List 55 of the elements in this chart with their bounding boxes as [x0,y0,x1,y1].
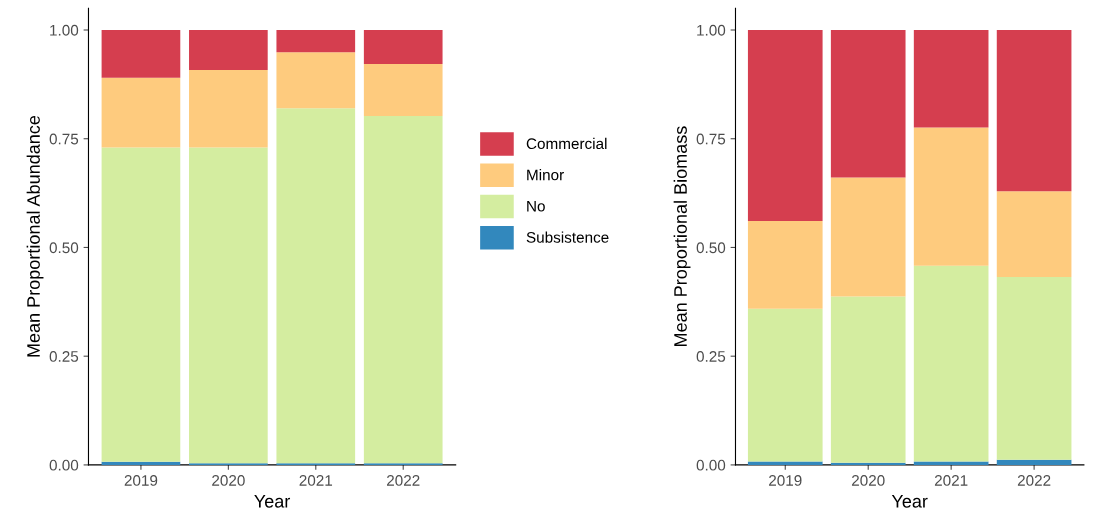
x-tick-label: 2020 [212,475,245,486]
bar [101,77,181,148]
bar [747,220,823,309]
x-tick-label: 2020 [851,475,885,486]
y-tick-label: 0.75 [696,133,726,145]
bar [913,265,989,462]
bar [913,30,989,128]
bar [830,177,906,297]
x-axis-title: Year [254,495,291,508]
y-axis-title: Mean Proportional Biomass [673,126,691,346]
bar [363,116,443,464]
legend-label: Commercial [526,137,607,150]
y-tick-label: 0.00 [696,459,726,471]
bar [747,30,823,221]
bar [189,30,268,71]
bar [996,459,1072,465]
x-tick-label: 2021 [299,475,333,486]
bar [913,461,989,465]
bar [276,30,356,53]
y-axis-title: Mean Proportional Abundance [26,115,44,357]
bar [363,30,443,64]
legend-label: Subsistence [526,231,609,243]
bar [101,30,181,78]
bar [189,70,268,148]
x-tick-label: 2019 [124,475,158,486]
y-tick-label: 0.25 [696,351,726,362]
y-tick-label: 0.50 [49,242,79,254]
x-tick-label: 2022 [386,475,420,486]
bar [996,30,1072,192]
bar [913,127,989,266]
bar [747,308,823,462]
bar [363,63,443,117]
bar [101,147,181,462]
y-tick-label: 0.50 [696,242,726,254]
bar [996,277,1072,460]
y-tick-label: 0.75 [49,133,79,145]
bar [276,52,356,109]
y-tick-label: 1.00 [50,24,79,36]
bar [747,461,823,465]
bar [101,461,181,465]
bar [830,296,906,463]
x-tick-label: 2022 [1017,475,1051,486]
bar [830,30,906,178]
x-tick-label: 2019 [769,475,802,486]
bar [830,462,906,465]
bar [189,147,268,464]
x-axis-title: Year [891,495,928,508]
bar [996,191,1072,278]
bar [276,108,356,464]
legend-label: Minor [527,169,564,181]
legend-label: No [527,200,545,212]
y-tick-label: 1.00 [697,24,726,36]
x-tick-label: 2021 [934,475,968,486]
y-tick-label: 0.00 [49,459,79,471]
y-tick-label: 0.25 [49,351,79,362]
